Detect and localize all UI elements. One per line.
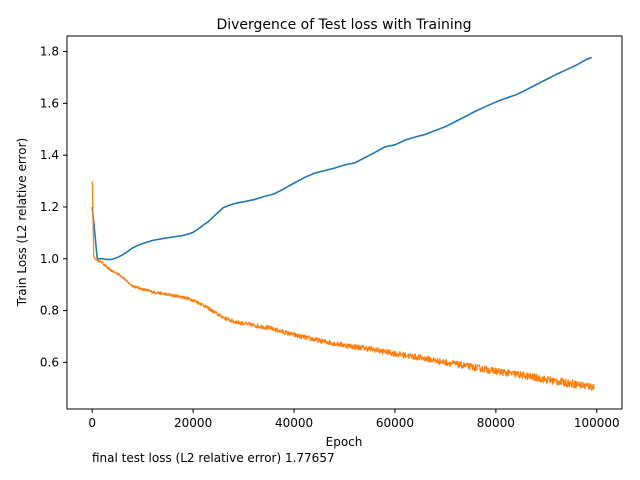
y-axis-ticks: 0.6 0.8 1.0 1.2 1.4 1.6 1.8 [40, 45, 67, 369]
final-test-loss-note: final test loss (L2 relative error) 1.77… [92, 451, 335, 465]
x-tick-label: 100000 [574, 416, 620, 430]
series-layer [91, 56, 595, 391]
plot-frame [66, 35, 623, 410]
x-axis-label: Epoch [326, 435, 363, 449]
y-axis-label: Train Loss (L2 relative error) [15, 138, 29, 307]
y-tick-label: 0.6 [40, 355, 59, 369]
y-tick-label: 1.0 [40, 252, 59, 266]
y-tick-label: 1.8 [40, 45, 59, 59]
series-line-blue [91, 56, 592, 261]
y-tick-label: 0.8 [40, 304, 59, 318]
x-tick-label: 80000 [477, 416, 515, 430]
y-tick-label: 1.4 [40, 148, 59, 162]
y-tick-label: 1.2 [40, 200, 59, 214]
series-line-orange [91, 181, 595, 391]
chart-title: Divergence of Test loss with Training [216, 17, 471, 33]
x-tick-label: 60000 [376, 416, 414, 430]
x-tick-label: 40000 [275, 416, 313, 430]
x-axis-ticks: 0 20000 40000 60000 80000 100000 [88, 409, 620, 430]
y-tick-label: 1.6 [40, 96, 59, 110]
x-tick-label: 0 [88, 416, 96, 430]
x-tick-label: 20000 [174, 416, 212, 430]
